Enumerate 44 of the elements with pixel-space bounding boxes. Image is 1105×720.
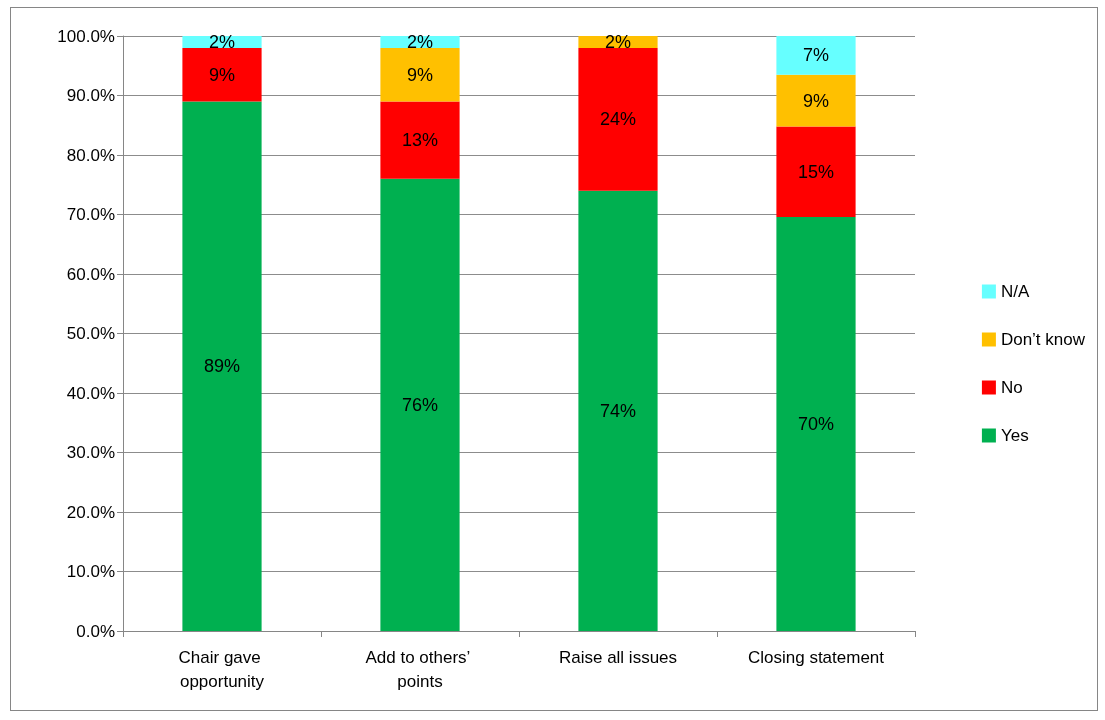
y-tick-label: 60.0% [66,264,115,284]
y-tick-label: 30.0% [66,443,115,462]
data-label: 24% [599,109,637,130]
bar [578,190,658,631]
bar [776,74,856,127]
bar [182,47,262,102]
data-label: 7% [802,45,830,66]
y-tick-label: 10.0% [66,562,115,581]
bar [380,178,460,631]
data-label: 15% [797,161,835,182]
data-label: 2% [208,31,236,52]
bar [776,126,856,217]
x-tick-label: Chair gave opportunity [178,647,266,691]
bar [182,101,262,631]
data-label: 9% [802,90,830,111]
x-tick-label: Add to others’ points [365,647,475,691]
legend-label: Don’t know [1000,330,1086,349]
y-tick-label: 70.0% [66,205,115,224]
y-tick-label: 80.0% [66,145,115,165]
data-label: 70% [797,413,835,434]
bar [578,47,658,191]
bar [776,216,856,631]
y-tick-label: 90.0% [66,86,115,105]
legend-label: N/A [1000,282,1030,301]
bar [380,47,460,102]
data-label: 2% [604,31,632,52]
legend-label: Yes [1000,426,1029,445]
data-label: 89% [203,356,241,377]
bar [776,36,856,75]
y-tick-label: 50.0% [66,324,115,343]
data-label: 76% [401,394,439,415]
bar [380,101,460,179]
x-tick-label: Closing statement [747,647,885,667]
data-label: 2% [406,31,434,52]
data-label: 13% [401,130,439,151]
x-tick-label: Raise all issues [558,647,678,667]
y-tick-label: 0.0% [76,621,115,641]
data-label: 74% [599,400,637,421]
y-tick-label: 40.0% [66,383,115,403]
y-tick-label: 100.0% [57,26,115,46]
data-label: 9% [208,64,236,85]
legend-label: No [1000,378,1023,397]
data-label: 9% [406,64,434,85]
y-tick-label: 20.0% [66,502,115,522]
